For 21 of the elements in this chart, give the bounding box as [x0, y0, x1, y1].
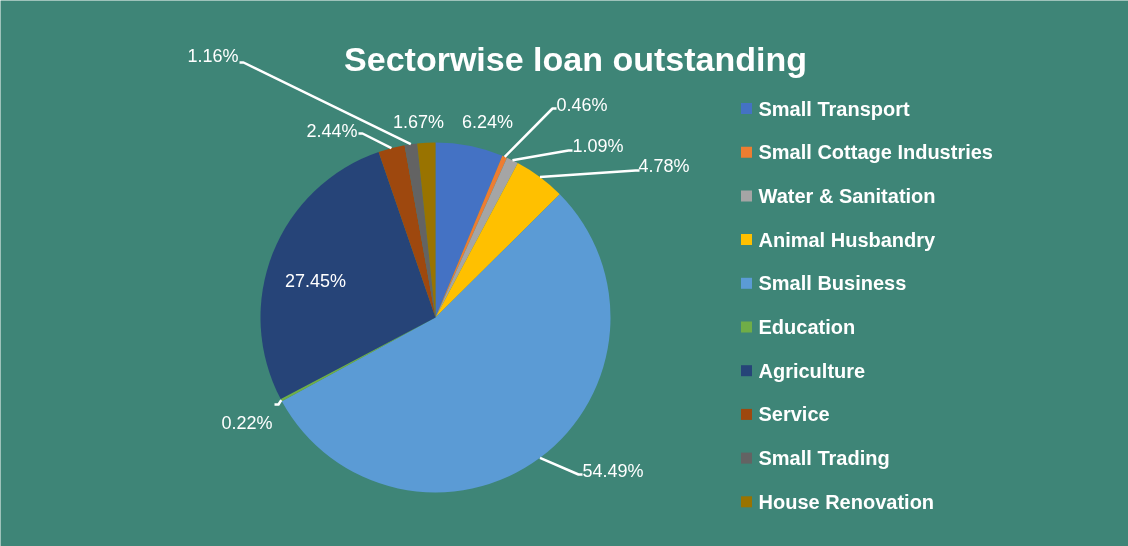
legend-label: Small Transport [758, 97, 910, 120]
legend-label: Service [758, 403, 830, 426]
legend-label: Water & Sanitation [758, 184, 936, 207]
legend-label: Agriculture [758, 359, 866, 382]
data-label: 54.49% [582, 460, 644, 481]
legend-label: Small Business [758, 272, 907, 295]
data-label: 6.24% [461, 111, 514, 132]
data-label: 1.16% [187, 45, 239, 66]
chart-title: Sectorwise loan outstanding [344, 39, 807, 78]
legend-label: Small Trading [758, 447, 890, 470]
data-label: 2.44% [306, 120, 358, 141]
legend-label: Animal Husbandry [758, 228, 937, 251]
data-label: 4.78% [638, 155, 690, 176]
legend-label: Education [758, 316, 856, 338]
data-label: 27.45% [284, 270, 347, 291]
legend-label: Small Cottage Industries [758, 141, 993, 164]
data-label: 1.09% [572, 135, 624, 156]
data-label: 0.46% [556, 94, 608, 115]
legend-label: House Renovation [758, 490, 935, 513]
data-label: 1.67% [392, 111, 445, 132]
data-label: 0.22% [221, 412, 273, 433]
